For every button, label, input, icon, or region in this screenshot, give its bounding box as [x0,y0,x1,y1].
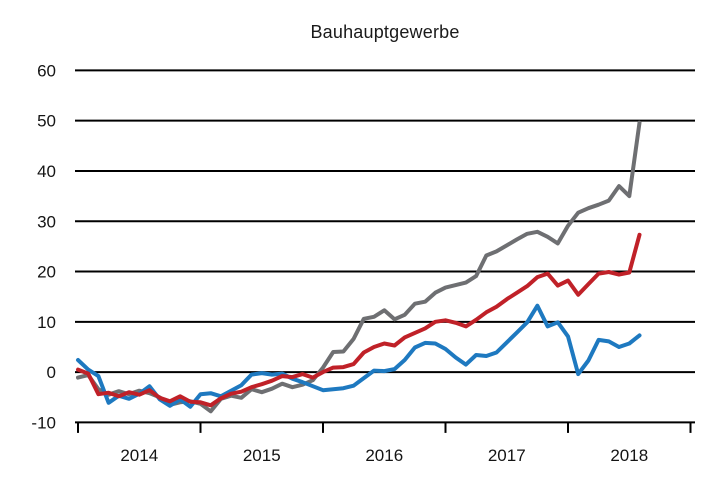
x-tick-label: 2014 [120,446,158,465]
series-line-blue [76,303,642,409]
series-line-red [76,232,642,408]
y-tick-label: -10 [31,413,56,432]
x-tick-label: 2018 [610,446,648,465]
chart-title: Bauhauptgewerbe [310,22,460,42]
y-tick-label: 50 [37,112,56,131]
x-tick-label: 2016 [365,446,403,465]
y-tick-label: 10 [37,313,56,332]
series-line-gray [76,120,642,414]
x-tick-label: 2015 [243,446,281,465]
x-tick-label: 2017 [488,446,526,465]
y-tick-label: 30 [37,212,56,231]
y-tick-label: 20 [37,263,56,282]
y-tick-label: 60 [37,61,56,80]
y-tick-label: 0 [47,363,56,382]
y-tick-label: 40 [37,162,56,181]
